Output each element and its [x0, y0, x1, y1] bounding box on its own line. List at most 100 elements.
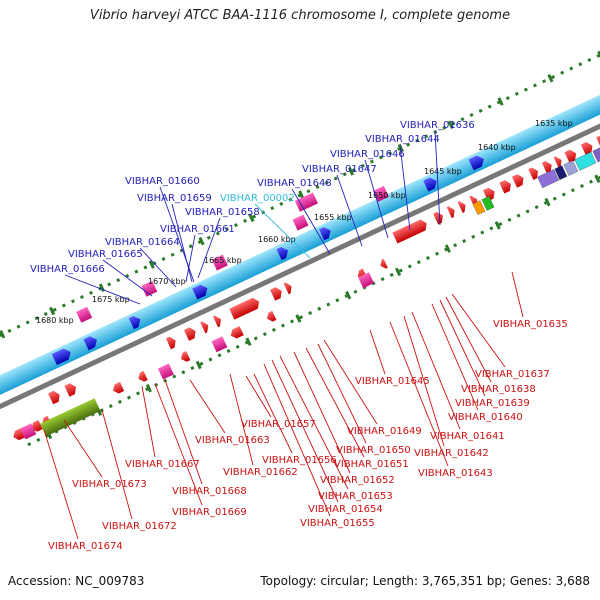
top-gene-label: VIBHAR_01658 — [185, 207, 260, 218]
bottom-gene-leader-line — [439, 299, 486, 397]
bottom-gene-leader-line — [164, 379, 203, 485]
blue-cds-arrow — [128, 316, 141, 330]
upper-ruler-dot — [542, 79, 547, 84]
upper-ruler-dot — [79, 295, 84, 300]
bottom-gene-label: VIBHAR_01663 — [195, 435, 270, 446]
lower-ruler-dot — [199, 361, 204, 366]
upper-ruler-dot — [487, 104, 492, 109]
bottom-gene-label: VIBHAR_01643 — [418, 468, 493, 479]
red-cds-reverse-arrow — [180, 351, 191, 362]
upper-ruler-dot — [532, 83, 537, 88]
red-cds-arrow — [446, 206, 455, 219]
scale-label: 1665 kbp — [204, 256, 242, 265]
upper-ruler-dot — [270, 206, 275, 211]
bottom-gene-label: VIBHAR_01674 — [48, 541, 123, 552]
bottom-gene-label: VIBHAR_01638 — [461, 384, 536, 395]
upper-ruler-dot — [188, 244, 193, 249]
bottom-gene-leader-line — [271, 359, 339, 503]
scale-label: 1675 kbp — [92, 295, 130, 304]
red-cds-arrow — [229, 297, 260, 320]
lower-ruler-tick — [245, 337, 252, 347]
lower-ruler-dot — [235, 344, 240, 349]
top-gene-leader-line — [336, 174, 363, 247]
map-title: Vibrio harveyi ATCC BAA-1116 chromosome … — [89, 8, 511, 23]
red-cds-arrow — [433, 211, 443, 225]
upper-ruler-dot — [170, 252, 175, 257]
upper-ruler-tick — [597, 50, 600, 60]
lower-ruler-dot — [525, 209, 530, 214]
lower-ruler-tick — [345, 290, 352, 300]
blue-cds-arrow — [192, 284, 208, 300]
cluster-feature-block — [554, 165, 568, 181]
upper-ruler-dot — [116, 278, 121, 283]
bottom-gene-leader-line — [369, 329, 386, 375]
top-gene-label: VIBHAR_01660 — [125, 176, 200, 187]
red-cds-arrow — [596, 135, 600, 149]
upper-ruler-tick — [0, 330, 6, 339]
lower-ruler-dot — [598, 175, 600, 180]
red-cds-reverse-arrow — [267, 310, 277, 322]
upper-ruler-dot — [523, 87, 528, 92]
scale-label: 1670 kbp — [148, 277, 186, 286]
red-cds-arrow — [392, 219, 427, 244]
upper-ruler-tick — [148, 260, 155, 269]
lower-ruler-dot — [253, 336, 258, 341]
top-gene-label: VIBHAR_01646 — [330, 149, 405, 160]
upper-ruler-dot — [360, 163, 365, 168]
lower-ruler-tick — [295, 314, 302, 323]
blue-cds-arrow — [423, 177, 437, 192]
upper-ruler-dot — [333, 176, 338, 181]
cluster-feature-block — [574, 151, 597, 171]
upper-ruler-dot — [16, 324, 21, 329]
bottom-gene-label: VIBHAR_01662 — [223, 467, 298, 478]
bottom-gene-leader-line — [253, 373, 293, 454]
upper-ruler-dot — [61, 303, 66, 308]
red-cds-arrow — [541, 161, 552, 174]
red-cds-arrow — [580, 142, 593, 156]
pink-feature-block — [292, 214, 309, 231]
lower-ruler-dot — [208, 357, 213, 362]
upper-ruler-dot — [224, 227, 229, 232]
lower-ruler-dot — [498, 222, 503, 227]
bottom-gene-label: VIBHAR_01653 — [318, 491, 393, 502]
upper-ruler-dot — [243, 218, 248, 223]
lower-ruler-dot — [181, 370, 186, 375]
bottom-gene-label: VIBHAR_01635 — [493, 319, 568, 330]
cluster-feature-block — [592, 145, 600, 163]
bottom-gene-label: VIBHAR_01642 — [414, 448, 489, 459]
bottom-gene-leader-line — [431, 303, 479, 411]
top-gene-leader-line — [254, 203, 311, 259]
top-gene-label: VIBHAR_01647 — [302, 164, 377, 175]
lower-ruler-dot — [516, 213, 521, 218]
blue-cds-arrow — [319, 227, 331, 241]
upper-ruler-dot — [143, 265, 148, 270]
bottom-gene-leader-line — [317, 343, 367, 444]
bottom-gene-leader-line — [141, 385, 156, 458]
bottom-gene-label: VIBHAR_01637 — [475, 369, 550, 380]
lower-ruler-tick — [544, 197, 551, 207]
bottom-gene-label: VIBHAR_01641 — [430, 431, 505, 442]
upper-ruler-dot — [70, 299, 75, 304]
scale-label: 1660 kbp — [258, 235, 296, 244]
scale-label: 1635 kbp — [535, 119, 573, 128]
lower-ruler-dot — [389, 272, 394, 277]
bottom-gene-label: VIBHAR_01654 — [308, 504, 383, 515]
pink-feature-block — [211, 336, 228, 353]
bottom-gene-leader-line — [511, 271, 524, 318]
lower-ruler-tick — [195, 360, 202, 370]
top-gene-label: VIBHAR_01648 — [257, 178, 332, 189]
bottom-gene-label: VIBHAR_01657 — [241, 419, 316, 430]
bottom-gene-label: VIBHAR_01656 — [262, 455, 337, 466]
pink-feature-block — [211, 254, 228, 271]
top-gene-label: VIBHAR_01636 — [400, 120, 475, 131]
upper-ruler-dot — [478, 108, 483, 113]
upper-ruler-dot — [315, 185, 320, 189]
bottom-gene-label: VIBHAR_01652 — [320, 475, 395, 486]
lower-ruler-tick — [494, 221, 501, 230]
upper-ruler-dot — [587, 58, 592, 63]
lower-ruler-dot — [435, 251, 439, 256]
lower-ruler-dot — [561, 192, 566, 197]
genome-summary-text: Topology: circular; Length: 3,765,351 bp… — [260, 574, 590, 588]
red-cds-reverse-arrow — [380, 258, 388, 269]
